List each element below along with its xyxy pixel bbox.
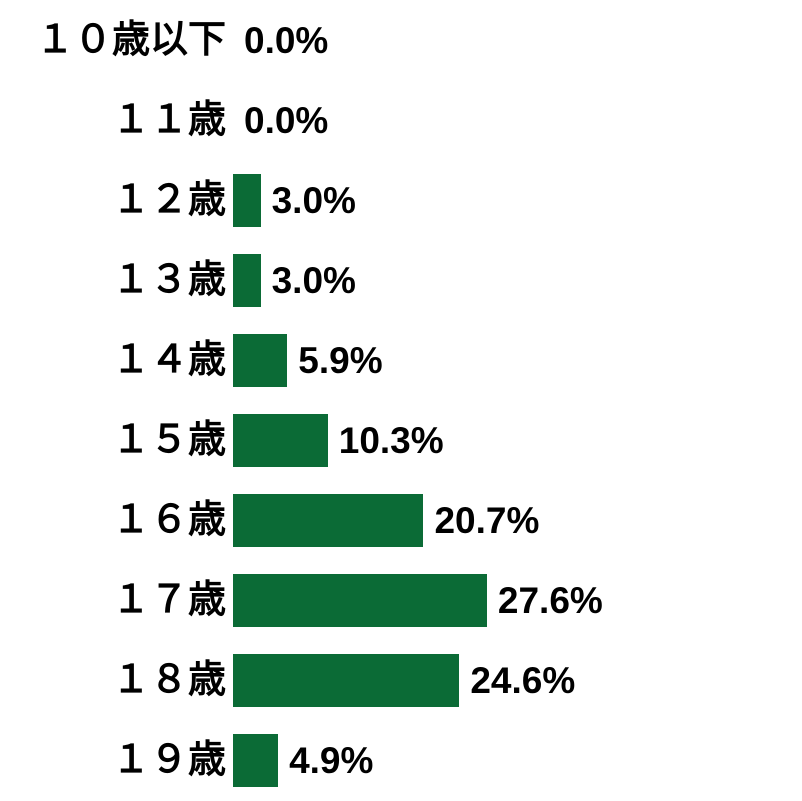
chart-row: １５歳 10.3% bbox=[0, 400, 802, 480]
value-label: 0.0% bbox=[244, 19, 329, 61]
value-label: 20.7% bbox=[434, 499, 540, 541]
value-label: 5.9% bbox=[298, 339, 383, 381]
bar bbox=[233, 333, 288, 387]
value-label: 3.0% bbox=[271, 259, 356, 301]
value-label: 27.6% bbox=[497, 579, 603, 621]
category-label: １９歳 bbox=[111, 739, 226, 781]
value-label: 24.6% bbox=[470, 659, 576, 701]
chart-row: １３歳 3.0% bbox=[0, 240, 802, 320]
bar bbox=[233, 653, 460, 707]
chart-row: １６歳 20.7% bbox=[0, 480, 802, 560]
category-label: １５歳 bbox=[111, 419, 226, 461]
category-label: １４歳 bbox=[111, 339, 226, 381]
chart-row: １２歳 3.0% bbox=[0, 160, 802, 240]
chart-row: １８歳 24.6% bbox=[0, 640, 802, 720]
bar bbox=[233, 173, 261, 227]
category-label: １１歳 bbox=[111, 99, 226, 141]
chart-row: １１歳 0.0% bbox=[0, 80, 802, 160]
value-label: 10.3% bbox=[338, 419, 444, 461]
bar bbox=[233, 733, 279, 787]
chart-row: １０歳以下 0.0% bbox=[0, 0, 802, 80]
chart-row: １９歳 4.9% bbox=[0, 720, 802, 800]
category-label: １６歳 bbox=[111, 499, 226, 541]
category-label: １８歳 bbox=[111, 659, 226, 701]
category-label: １３歳 bbox=[111, 259, 226, 301]
bar bbox=[233, 413, 328, 467]
category-label: １７歳 bbox=[111, 579, 226, 621]
bar bbox=[233, 573, 487, 627]
bar bbox=[233, 253, 261, 307]
value-label: 4.9% bbox=[289, 739, 374, 781]
category-label: １２歳 bbox=[111, 179, 226, 221]
chart-row: １７歳 27.6% bbox=[0, 560, 802, 640]
value-label: 3.0% bbox=[271, 179, 356, 221]
value-label: 0.0% bbox=[244, 99, 329, 141]
category-label: １０歳以下 bbox=[35, 19, 226, 61]
chart-row: １４歳 5.9% bbox=[0, 320, 802, 400]
bar bbox=[233, 493, 424, 547]
